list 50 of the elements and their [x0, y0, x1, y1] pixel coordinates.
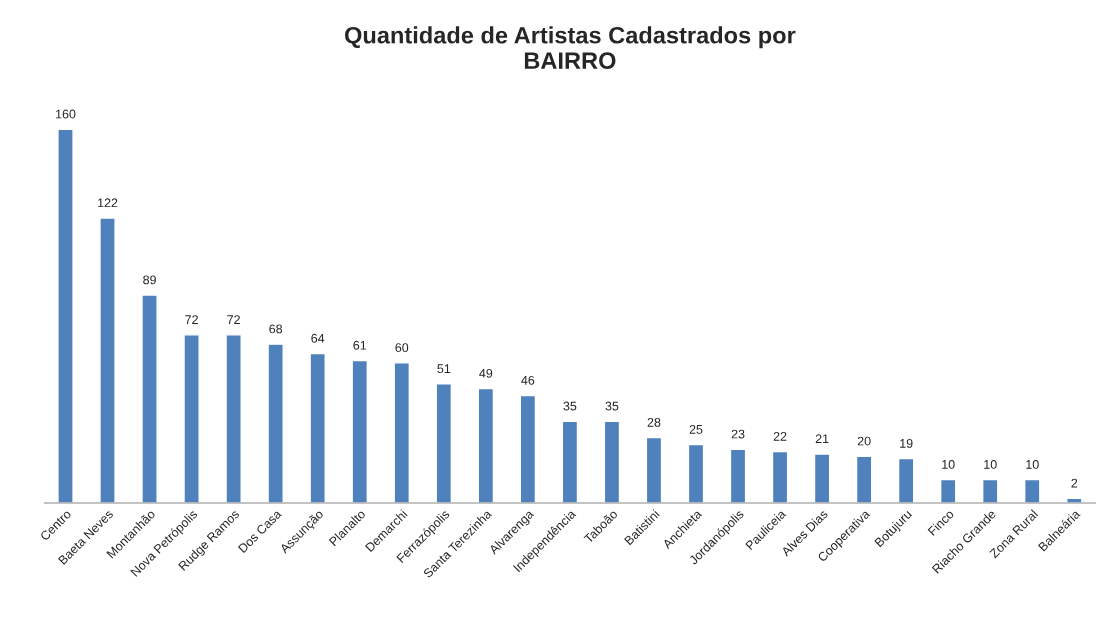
- data-label: 10: [984, 460, 997, 469]
- data-label: 122: [98, 198, 118, 208]
- bar: [855, 455, 873, 504]
- bar: [435, 383, 453, 504]
- data-label: 35: [563, 401, 577, 411]
- bar: [981, 478, 999, 504]
- bar: [477, 387, 495, 504]
- bar: [99, 217, 116, 504]
- bar: [141, 294, 158, 504]
- bar: [687, 443, 705, 504]
- data-label: 68: [269, 324, 283, 334]
- data-label: 89: [143, 275, 156, 285]
- bar: [57, 128, 74, 504]
- bar: [1024, 478, 1041, 504]
- data-label: 64: [311, 333, 325, 343]
- bar: [561, 420, 579, 504]
- bar: [183, 334, 200, 504]
- data-label: 20: [857, 436, 871, 446]
- data-label: 19: [900, 438, 913, 448]
- bar: [393, 362, 411, 504]
- data-label: 60: [395, 343, 409, 353]
- data-label: 10: [942, 460, 955, 469]
- bar: [897, 457, 915, 504]
- bar: [813, 453, 831, 504]
- bar: [351, 359, 368, 504]
- bar: [939, 478, 957, 504]
- bar: [603, 420, 621, 504]
- bar: [645, 436, 663, 504]
- bar: [309, 352, 326, 504]
- data-label: 23: [731, 429, 745, 439]
- data-label: 46: [521, 375, 535, 385]
- bar: [519, 394, 537, 504]
- data-label: 49: [479, 368, 493, 378]
- data-label: 72: [227, 315, 240, 324]
- data-label: 10: [1026, 460, 1039, 469]
- bar: [267, 343, 284, 504]
- data-label: 160: [56, 109, 76, 119]
- bar: [729, 448, 747, 504]
- data-label: 72: [185, 315, 198, 324]
- data-label: 35: [605, 401, 619, 411]
- data-label: 21: [815, 434, 829, 444]
- bar: [225, 334, 242, 504]
- chart-title: Quantidade de Artistas Cadastrados por BAIRRO: [345, 26, 796, 70]
- data-label: 28: [647, 417, 661, 427]
- data-label: 51: [437, 364, 451, 374]
- data-label: 22: [773, 431, 787, 441]
- bar: [771, 450, 789, 504]
- data-label: 25: [689, 424, 703, 434]
- data-label: 2: [1071, 478, 1078, 488]
- data-label: 61: [353, 340, 367, 350]
